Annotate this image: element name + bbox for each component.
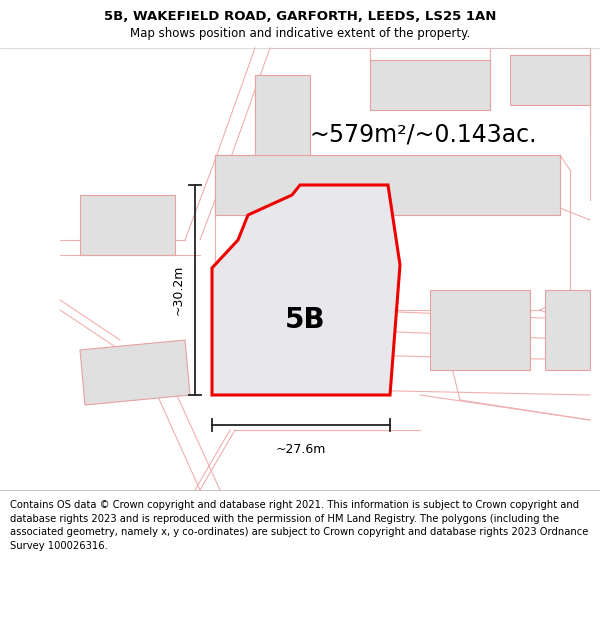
Polygon shape (80, 195, 175, 255)
Text: ~579m²/~0.143ac.: ~579m²/~0.143ac. (310, 123, 538, 147)
Polygon shape (80, 340, 190, 405)
Polygon shape (510, 55, 590, 105)
Polygon shape (215, 155, 560, 215)
Text: ~30.2m: ~30.2m (172, 265, 185, 315)
Text: Contains OS data © Crown copyright and database right 2021. This information is : Contains OS data © Crown copyright and d… (10, 500, 589, 551)
Polygon shape (545, 290, 590, 370)
Polygon shape (212, 185, 400, 395)
Text: 5B: 5B (284, 306, 325, 334)
Bar (0, 48, 600, 490)
Polygon shape (255, 75, 310, 165)
Text: ~27.6m: ~27.6m (276, 443, 326, 456)
Text: Map shows position and indicative extent of the property.: Map shows position and indicative extent… (130, 26, 470, 39)
Text: 5B, WAKEFIELD ROAD, GARFORTH, LEEDS, LS25 1AN: 5B, WAKEFIELD ROAD, GARFORTH, LEEDS, LS2… (104, 9, 496, 22)
Polygon shape (225, 250, 382, 385)
Polygon shape (430, 290, 530, 370)
Polygon shape (370, 60, 490, 110)
